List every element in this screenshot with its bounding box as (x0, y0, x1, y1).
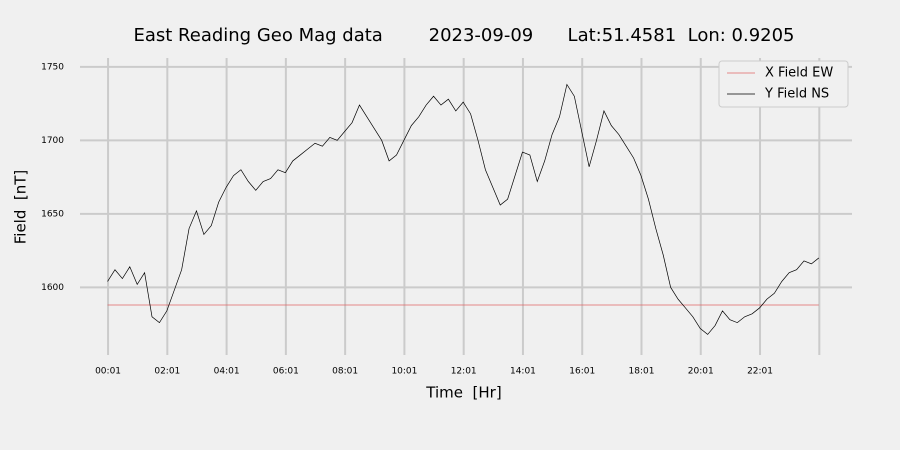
x-tick-label: 04:01 (214, 367, 240, 377)
y-tick-label: 1750 (41, 62, 64, 72)
x-tick-label: 08:01 (332, 367, 358, 377)
series-line (107, 83, 820, 335)
x-tick-label: 22:01 (747, 367, 773, 377)
y-axis-label: Field [nT] (12, 170, 30, 245)
x-tick-label: 00:01 (95, 367, 121, 377)
x-tick-label: 10:01 (391, 367, 417, 377)
chart-title: East Reading Geo Mag data 2023-09-09 Lat… (133, 25, 794, 46)
legend-label: X Field EW (765, 66, 833, 81)
y-tick-label: 1600 (41, 283, 64, 293)
x-axis-label: Time [Hr] (425, 384, 501, 402)
x-tick-label: 06:01 (273, 367, 299, 377)
x-tick-label: 16:01 (569, 367, 595, 377)
x-tick-label: 18:01 (629, 367, 655, 377)
legend-label: Y Field NS (764, 87, 829, 102)
legend: X Field EW Y Field NS (718, 60, 849, 108)
x-tick-label: 12:01 (451, 367, 477, 377)
legend-box (718, 60, 849, 108)
x-tick-label: 02:01 (154, 367, 180, 377)
y-tick-label: 1650 (41, 209, 64, 219)
x-tick-label: 20:01 (688, 367, 714, 377)
x-tick-label: 14:01 (510, 367, 536, 377)
y-tick-label: 1700 (41, 136, 64, 146)
